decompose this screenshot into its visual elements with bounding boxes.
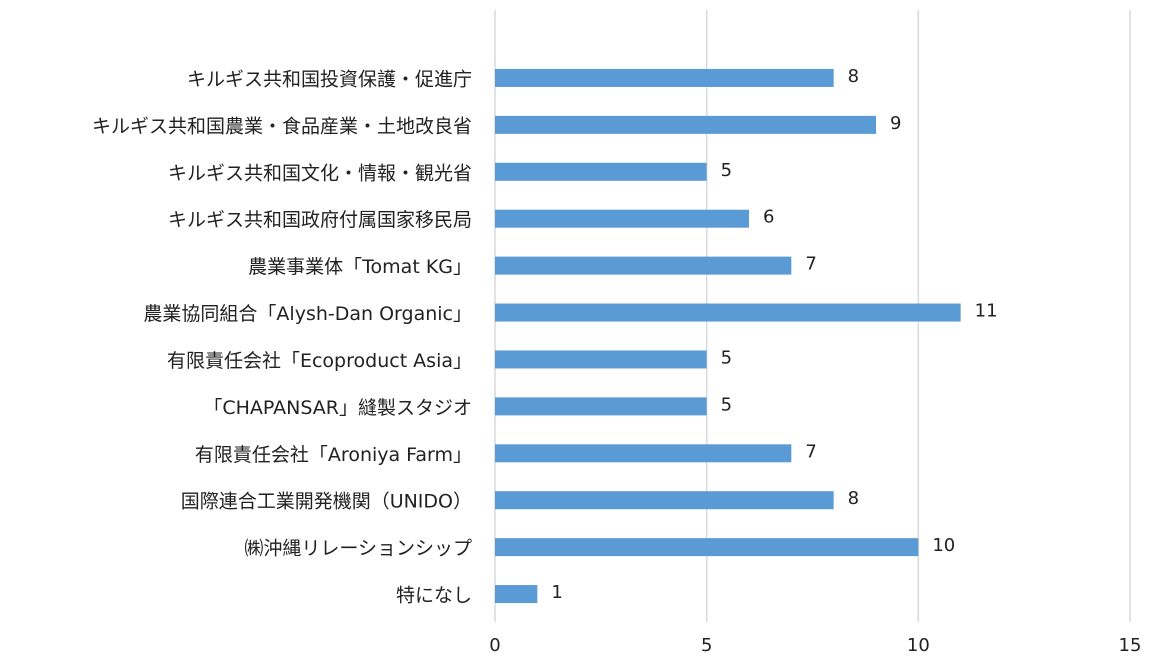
y-tick-label: キルギス共和国農業・食品産業・土地改良省 (92, 115, 472, 137)
y-tick-label: 農業事業体「Tomat KG」 (248, 256, 472, 278)
y-tick-label: キルギス共和国政府付属国家移民局 (168, 209, 472, 231)
y-tick-label: キルギス共和国文化・情報・観光省 (168, 162, 472, 184)
y-tick-label: 有限責任会社「Ecoproduct Asia」 (167, 350, 472, 372)
x-tick-label: 5 (701, 635, 712, 656)
data-label: 7 (805, 441, 816, 462)
data-label: 8 (848, 66, 859, 87)
x-tick-label: 10 (907, 635, 930, 656)
bar (495, 303, 961, 322)
data-label: 10 (932, 535, 955, 556)
data-label: 5 (721, 394, 732, 415)
data-label: 1 (551, 582, 562, 603)
y-tick-label: 特になし (396, 585, 472, 607)
data-label: 5 (721, 160, 732, 181)
data-label: 8 (848, 488, 859, 509)
bar (495, 115, 876, 134)
x-tick-label: 0 (489, 635, 500, 656)
x-tick-label: 15 (1119, 635, 1142, 656)
data-label: 6 (763, 207, 774, 228)
bar (495, 538, 919, 557)
bar (495, 68, 834, 87)
bar (495, 209, 749, 228)
y-tick-label: 国際連合工業開発機関（UNIDO） (181, 491, 472, 513)
y-tick-label: 「CHAPANSAR」縫製スタジオ (203, 397, 472, 419)
bar (495, 162, 707, 181)
y-tick-label: キルギス共和国投資保護・促進庁 (187, 68, 472, 90)
y-tick-label: ㈱沖縄リレーションシップ (244, 538, 472, 560)
bar (495, 256, 792, 275)
y-tick-label: 有限責任会社「Aroniya Farm」 (195, 444, 472, 466)
bar (495, 491, 834, 510)
bar (495, 585, 538, 604)
data-label: 5 (721, 347, 732, 368)
data-label: 11 (975, 301, 998, 322)
bar (495, 444, 792, 463)
y-tick-label: 農業協同組合「Alysh-Dan Organic」 (143, 303, 472, 325)
bar (495, 350, 707, 369)
data-label: 9 (890, 113, 901, 134)
bar (495, 397, 707, 416)
data-label: 7 (805, 254, 816, 275)
